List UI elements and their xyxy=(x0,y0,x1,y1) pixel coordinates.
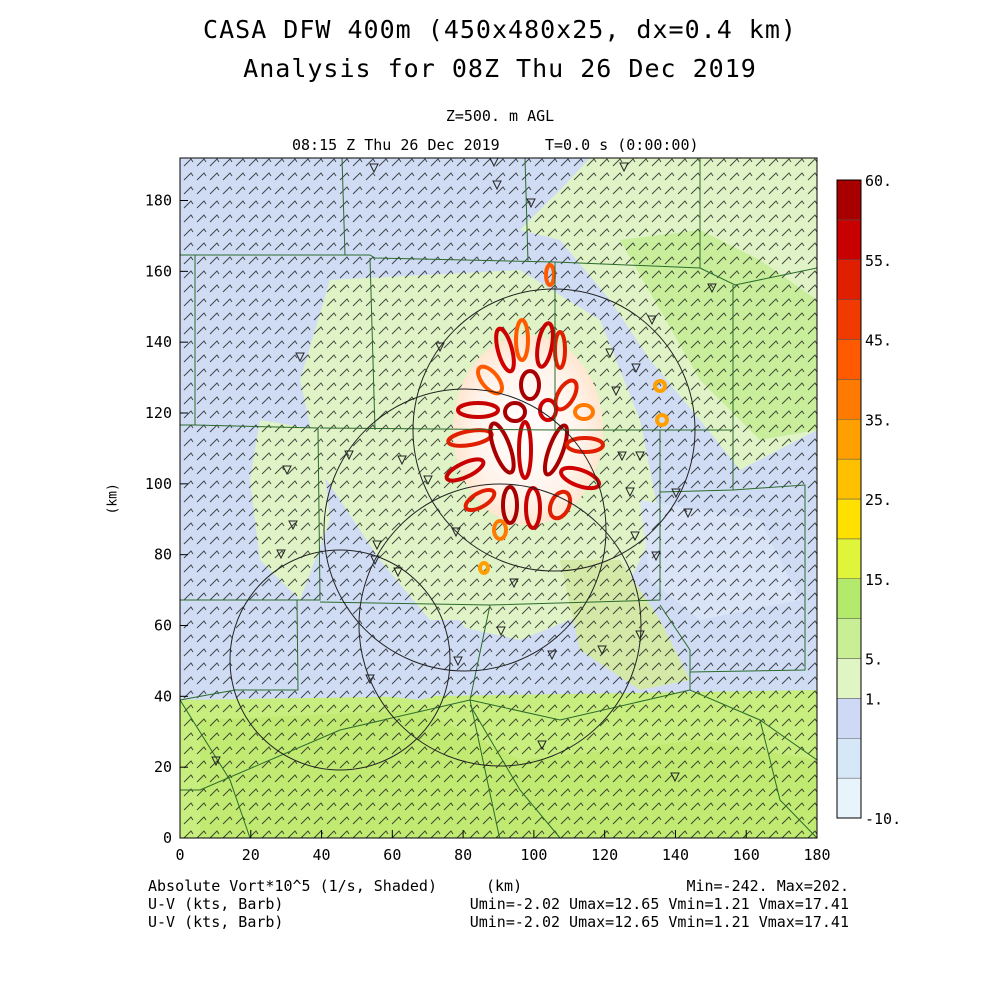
y-tick-label: 160 xyxy=(145,262,172,280)
colorbar-swatch xyxy=(836,299,862,340)
level-label: Z=500. m AGL xyxy=(445,107,555,125)
colorbar-swatch xyxy=(836,538,862,579)
colorbar-swatch xyxy=(836,259,862,300)
x-tick-label: 120 xyxy=(591,846,618,864)
colorbar-swatch xyxy=(836,618,862,659)
colorbar-swatch xyxy=(836,219,862,260)
valid-time-label: 08:15 Z Thu 26 Dec 2019 xyxy=(292,136,500,154)
vorticity-field xyxy=(180,158,817,838)
x-tick-label: 0 xyxy=(175,846,184,864)
footer-field-label: Absolute Vort*10^5 (1/s, Shaded) xyxy=(148,877,437,895)
x-tick-label: 180 xyxy=(803,846,830,864)
colorbar: -10. 1. 5. 15. 25. 35. 45. 55. 60. xyxy=(836,172,901,828)
y-tick-label: 0 xyxy=(163,829,172,847)
county-borders xyxy=(180,158,817,838)
x-tick-label: 20 xyxy=(242,846,260,864)
title-line-1: CASA DFW 400m (450x480x25, dx=0.4 km) xyxy=(203,15,797,44)
colorbar-label: -10. xyxy=(865,810,901,828)
colorbar-label: 55. xyxy=(865,252,892,270)
footer-wind1-stats: Umin=-2.02 Umax=12.65 Vmin=1.21 Vmax=17.… xyxy=(469,895,849,913)
colorbar-label: 5. xyxy=(865,651,883,669)
radar-sites xyxy=(211,158,717,783)
x-tick-label: 160 xyxy=(733,846,760,864)
title-line-2: Analysis for 08Z Thu 26 Dec 2019 xyxy=(243,54,757,83)
x-tick-label: 40 xyxy=(313,846,331,864)
colorbar-swatch xyxy=(836,179,862,221)
forecast-time-label: T=0.0 s (0:00:00) xyxy=(545,136,699,154)
y-tick-label: 100 xyxy=(145,475,172,493)
colorbar-label: 35. xyxy=(865,411,892,429)
colorbar-swatch xyxy=(836,658,862,699)
footer-minmax: Min=-242. Max=202. xyxy=(686,877,849,895)
y-tick-label: 180 xyxy=(145,192,172,210)
plot-frame xyxy=(179,157,818,839)
footer-wind2-label: U-V (kts, Barb) xyxy=(148,913,284,931)
colorbar-label: 45. xyxy=(865,332,892,350)
x-tick-label: 60 xyxy=(383,846,401,864)
footer-xunit: (km) xyxy=(486,877,523,895)
colorbar-swatch xyxy=(836,458,862,500)
colorbar-swatch xyxy=(836,339,862,380)
x-tick-label: 80 xyxy=(454,846,472,864)
y-tick-label: 20 xyxy=(154,758,172,776)
y-tick-label: 60 xyxy=(154,617,172,635)
y-tick-label: 140 xyxy=(145,333,172,351)
colorbar-label: 1. xyxy=(865,690,883,708)
x-tick-label: 100 xyxy=(520,846,547,864)
colorbar-label: 25. xyxy=(865,491,892,509)
y-axis: 0 20 40 60 80 100 120 140 160 180 xyxy=(145,192,188,847)
colorbar-swatch xyxy=(836,419,862,460)
radar-rings xyxy=(229,288,696,771)
colorbar-label: 15. xyxy=(865,571,892,589)
colorbar-swatch xyxy=(836,698,862,739)
colorbar-label: 60. xyxy=(865,172,892,190)
y-tick-label: 80 xyxy=(154,546,172,564)
colorbar-swatch xyxy=(836,777,862,819)
y-tick-label: 120 xyxy=(145,404,172,422)
colorbar-swatch xyxy=(836,738,862,779)
colorbar-frame xyxy=(836,179,862,819)
colorbar-swatch xyxy=(836,578,862,619)
colorbar-swatch xyxy=(836,379,862,420)
colorbar-swatch xyxy=(836,498,862,540)
x-axis: 0 20 40 60 80 100 120 140 160 180 xyxy=(175,830,831,864)
y-tick-label: 40 xyxy=(154,687,172,705)
x-tick-label: 140 xyxy=(662,846,689,864)
footer-wind1-label: U-V (kts, Barb) xyxy=(148,895,284,913)
footer-wind2-stats: Umin=-2.02 Umax=12.65 Vmin=1.21 Vmax=17.… xyxy=(469,913,849,931)
